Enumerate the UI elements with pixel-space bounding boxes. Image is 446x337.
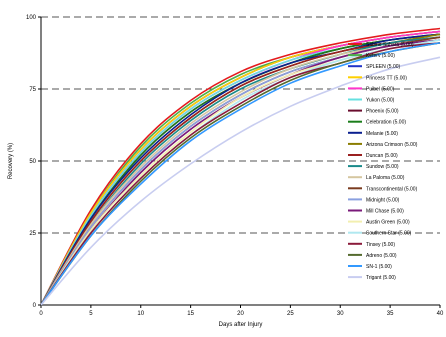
series-line-21 — [40, 42, 441, 306]
x-tick-label: 40 — [437, 311, 444, 317]
legend-label: Princess TT (5.00) — [366, 75, 407, 81]
legend-label: Phoenix (5.00) — [366, 109, 399, 115]
legend-label: Keterv (5.00) — [366, 53, 395, 59]
series-line-22 — [40, 56, 441, 306]
legend-label: Duncan (5.00) — [366, 153, 398, 159]
legend-label: Yukon (5.00) — [366, 98, 395, 104]
y-tick-label: 25 — [29, 231, 36, 237]
x-tick-label: 30 — [337, 311, 344, 317]
legend-label: Midnight (5.00) — [366, 197, 400, 203]
x-tick-label: 35 — [387, 311, 394, 317]
y-tick-label: 75 — [29, 87, 36, 93]
x-tick-label: 25 — [287, 311, 294, 317]
y-tick-label: 0 — [33, 303, 37, 309]
legend: Sabine Sahara (5.00) Keterv (5.00) SPLEEN … — [348, 42, 418, 281]
legend-label: Transcontinental (5.00) — [366, 186, 418, 192]
y-axis-label: Recovery (%) — [8, 143, 14, 179]
legend-label: Sabine Sahara (5.00) — [366, 42, 414, 48]
legend-label: Tinsey (5.00) — [366, 242, 395, 248]
x-tick-label: 10 — [137, 311, 144, 317]
legend-label: SN-1 (5.00) — [366, 264, 392, 270]
tick-labels: 0 25 50 75 100 0 5 10 15 20 25 30 35 40 — [26, 15, 444, 317]
legend-label: Arizona Crimson (5.00) — [366, 142, 418, 148]
legend-label: Austin Green (5.00) — [366, 220, 410, 226]
series-line-9 — [40, 33, 441, 306]
legend-label: Mill Chase (5.00) — [366, 209, 404, 215]
x-tick-label: 0 — [39, 311, 43, 317]
legend-label: Southern Star (5.00) — [366, 231, 412, 237]
series-lines — [40, 27, 441, 306]
legend-label: Adreno (5.00) — [366, 253, 397, 259]
series-line-1 — [40, 27, 441, 306]
legend-label: La Paloma (5.00) — [366, 175, 405, 181]
x-tick-label: 20 — [237, 311, 244, 317]
legend-label: Sundow (5.00) — [366, 164, 399, 170]
legend-label: Trigant (5.00) — [366, 275, 396, 281]
y-tick-label: 50 — [29, 159, 36, 165]
x-axis-label: Days after Injury — [219, 322, 263, 328]
legend-label: Puibel (5.00) — [366, 86, 395, 92]
x-tick-label: 5 — [89, 311, 93, 317]
legend-label: SPLEEN (5.00) — [366, 64, 401, 70]
legend-label: Celebration (5.00) — [366, 120, 406, 126]
legend-label: Melanie (5.00) — [366, 131, 398, 137]
x-tick-label: 15 — [187, 311, 194, 317]
series-line-11 — [40, 36, 441, 306]
y-tick-label: 100 — [26, 15, 37, 21]
series-line-19 — [40, 42, 441, 306]
